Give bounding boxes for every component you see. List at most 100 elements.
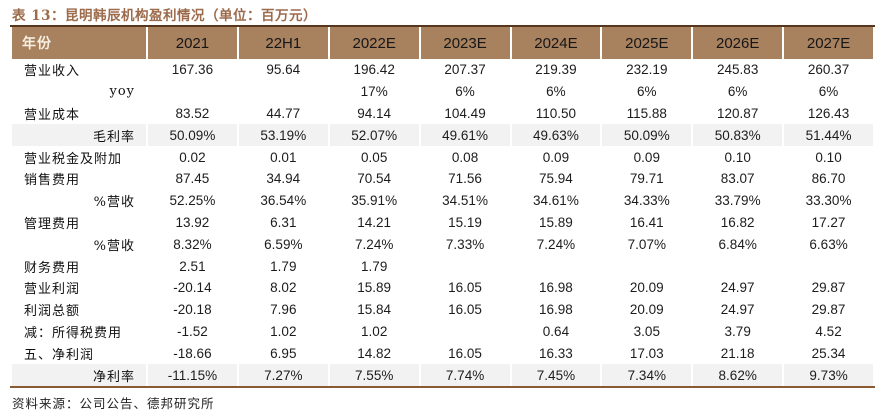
profit-forecast-table: 年份 2021 22H1 2022E 2023E 2024E 2025E 2026E 2027E… [10,27,875,386]
value-cell: 35.91% [351,193,398,209]
value-cell [693,255,782,277]
value-cell: 86.70 [811,171,846,187]
value-cell: 49.63% [511,124,601,147]
row-label: yoy [109,84,135,100]
table-row: 营业利润 -20.14 8.02 15.89 16.05 16.98 20.09 24.97 2… [12,277,873,299]
value-cell: 8.62% [693,364,783,386]
value-cell: 6.31 [270,214,297,230]
year-column-header: 2024E [511,27,601,59]
value-cell: 9.73% [784,364,873,386]
value-cell: 94.14 [357,105,392,121]
row-label: 营业利润 [24,282,81,298]
value-cell [148,81,237,103]
value-cell: 17.27 [811,214,846,230]
value-cell [421,255,510,277]
value-cell: 29.87 [811,302,846,318]
table-row: 管理费用 13.92 6.31 14.21 15.19 15.89 16.41 16.82 17… [12,212,873,234]
value-cell: 7.27% [238,364,328,386]
value-cell: 0.02 [179,149,206,165]
value-cell: 44.77 [266,105,301,121]
value-cell: -20.14 [173,280,212,296]
value-cell: 34.33% [623,193,670,209]
header-row: 年份 2021 22H1 2022E 2023E 2024E 2025E 2026E 2027E [12,27,873,59]
value-cell: 33.30% [805,193,852,209]
value-cell: 16.98 [539,302,573,318]
profit-table-container: 年份 2021 22H1 2022E 2023E 2024E 2025E 2026E 2027E… [10,25,875,388]
value-cell: -11.15% [148,364,237,386]
value-cell: 0.01 [270,149,297,165]
row-label: 营业收入 [24,64,81,80]
row-label: 五、净利润 [24,347,95,363]
value-cell: 33.79% [714,193,761,209]
value-cell: 50.09% [148,124,237,147]
value-cell [421,321,510,343]
value-cell: 245.83 [717,62,759,78]
value-cell: 14.21 [357,214,392,230]
value-cell: 7.24% [355,236,394,252]
value-cell: 34.94 [266,171,301,187]
value-cell: 6% [727,84,748,100]
value-cell: 260.37 [807,62,850,78]
value-cell: 7.96 [270,302,297,318]
value-cell: 6.84% [718,236,757,252]
table-row: 财务费用 2.51 1.79 1.79 [12,255,873,277]
value-cell: 3.79 [724,323,751,339]
value-cell: 17% [360,84,388,100]
value-cell: 16.05 [448,302,482,318]
value-cell: 24.97 [720,302,755,318]
row-label: 净利率 [12,364,146,386]
value-cell: 29.87 [811,280,846,296]
value-cell: 8.02 [270,280,297,296]
value-cell: 104.49 [444,105,486,121]
value-cell [602,255,691,277]
row-label: 毛利率 [12,124,146,147]
value-cell: 1.02 [361,323,388,339]
table-title: 表 13：昆明韩辰机构盈利情况（单位：百万元） [12,8,317,24]
value-cell: 120.87 [717,105,759,121]
year-column-header: 2021 [148,27,237,59]
year-column-header: 22H1 [238,27,328,59]
value-cell: 16.33 [539,345,573,361]
value-cell: 15.84 [357,302,392,318]
value-cell: 8.32% [173,236,212,252]
value-cell: 16.05 [448,280,482,296]
row-label: %营收 [93,238,135,254]
value-cell: 6.63% [809,236,848,252]
value-cell: 0.10 [724,149,751,165]
row-label: 营业成本 [24,107,81,123]
value-cell: 167.36 [171,62,214,78]
value-cell: 6% [455,84,475,100]
value-cell: 70.54 [357,171,392,187]
value-cell: 71.56 [448,171,482,187]
value-cell: 34.61% [533,193,579,209]
value-cell: 1.79 [270,258,297,274]
value-cell: 4.52 [815,323,842,339]
value-cell: 17.03 [629,345,664,361]
value-cell: 52.07% [329,124,419,147]
value-cell: 196.42 [353,62,395,78]
row-label: 减：所得税费用 [24,325,123,341]
value-cell: 83.52 [175,105,210,121]
row-label: 利润总额 [24,304,81,320]
table-row: 利润总额 -20.18 7.96 15.84 16.05 16.98 20.09 24.97 2… [12,299,873,321]
value-cell: 7.24% [536,236,576,252]
value-cell: 20.09 [629,280,664,296]
value-cell: 7.07% [627,236,666,252]
value-cell: 2.51 [179,258,206,274]
value-cell [784,255,873,277]
table-row: %营收 52.25% 36.54% 35.91% 34.51% 34.61% 34.33% 3… [12,190,873,212]
value-cell: 20.09 [629,302,664,318]
value-cell: 34.51% [442,193,488,209]
value-cell: 219.39 [535,62,577,78]
value-cell: 95.64 [266,62,301,78]
table-row: 营业成本 83.52 44.77 94.14 104.49 110.50 115.88 120… [12,103,873,125]
year-column-header: 2022E [329,27,419,59]
year-column-header: 2026E [693,27,783,59]
value-cell: 14.82 [357,345,392,361]
value-cell: 232.19 [626,62,668,78]
value-cell: 6% [546,84,566,100]
value-cell: 115.88 [626,105,667,121]
table-row: 营业税金及附加 0.02 0.01 0.05 0.08 0.09 0.09 0.10 0.10 [12,146,873,168]
value-cell [512,255,601,277]
